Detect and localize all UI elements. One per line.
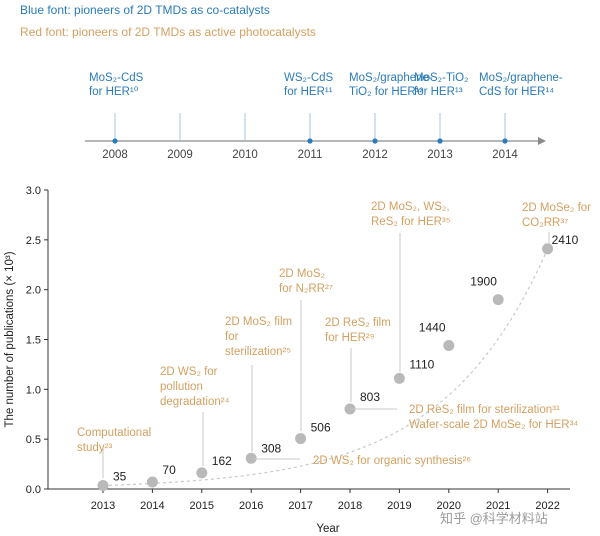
annotation-text: 2D MoS₂ film — [225, 316, 292, 328]
x-tick-label: 2014 — [140, 500, 164, 512]
annotation-text: 2D WS₂ for organic synthesis²⁶ — [313, 455, 471, 467]
y-tick-label: 2.5 — [26, 235, 41, 247]
annotation-text: Computational — [77, 427, 151, 439]
x-tick-label: 2015 — [190, 500, 214, 512]
data-value-label: 70 — [162, 463, 176, 477]
timeline-year-label: 2010 — [232, 149, 258, 161]
annotation-text: CO₂RR³⁷ — [522, 217, 568, 229]
data-point — [492, 294, 504, 306]
data-point — [542, 243, 554, 255]
data-value-label: 803 — [360, 390, 380, 404]
timeline-event-label: WS₂-CdS for HER¹¹ — [284, 72, 334, 98]
x-tick-label: 2013 — [91, 500, 115, 512]
publication-chart: 0.0 0.5 1.0 1.5 2.0 2.5 3.0 2013 2014 2015 2016 201… — [4, 185, 591, 535]
timeline-event-label: MoS₂/graphene- CdS for HER¹⁴ — [479, 72, 563, 98]
x-tick-label: 2022 — [535, 500, 559, 512]
data-value-label: 1440 — [419, 320, 446, 334]
annotation-text: Wafer-scale 2D MoSe₂ for HER³⁴ — [409, 419, 578, 431]
x-tick-label: 2019 — [387, 500, 411, 512]
data-value-label: 35 — [113, 470, 127, 484]
timeline-event-dot — [112, 138, 118, 144]
data-value-label: 308 — [261, 441, 281, 455]
timeline-arrowhead — [538, 137, 546, 145]
x-tick-label: 2016 — [239, 500, 263, 512]
data-point — [393, 372, 405, 384]
legend-blue: Blue font: pioneers of 2D TMDs as co-cat… — [20, 3, 270, 17]
x-axis-title: Year — [316, 523, 339, 535]
annotation-text: degradation²⁴ — [160, 396, 230, 408]
x-tick-label: 2018 — [338, 500, 362, 512]
annotation-text: 2D MoSe₂ for — [522, 202, 591, 214]
timeline: 2008 2009 2010 2011 2012 2013 2014 MoS₂-CdSfor … — [85, 72, 563, 161]
data-value-label: 506 — [311, 421, 331, 435]
timeline-event-label: MoS₂-TiO₂ for HER¹³ — [414, 72, 469, 98]
annotation-text: 2D ReS₂ film — [325, 317, 391, 329]
data-point — [245, 452, 257, 464]
annotation-text: for HER²⁹ — [325, 332, 375, 344]
data-value-label: 162 — [212, 454, 232, 468]
timeline-event-box: MoS₂/graphene-TiO₂ for HER¹² — [349, 72, 433, 98]
x-tick-label: 2020 — [437, 500, 461, 512]
watermark-text: 知乎 @科学材料站 — [440, 511, 548, 526]
timeline-year-label: 2014 — [492, 149, 518, 161]
data-value-label: 1110 — [409, 357, 434, 371]
timeline-year-label: 2011 — [298, 149, 323, 161]
y-tick-label: 3.0 — [26, 185, 41, 197]
data-point — [196, 467, 208, 479]
y-tick-label: 0.5 — [26, 434, 41, 446]
x-tick-label: 2017 — [288, 500, 312, 512]
data-point — [344, 403, 356, 415]
data-point — [295, 433, 307, 445]
y-axis-title: The number of publications (× 10³) — [4, 251, 16, 427]
legend-orange: Red font: pioneers of 2D TMDs as active … — [20, 25, 316, 39]
annotation-text: 2D MoS₂ — [279, 268, 325, 280]
data-value-label: 1900 — [470, 275, 497, 289]
data-point — [97, 480, 109, 492]
timeline-event-dot — [502, 138, 508, 144]
timeline-year-label: 2012 — [362, 149, 388, 161]
data-value-label: 2410 — [552, 233, 579, 247]
annotation-text: study²³ — [77, 442, 112, 454]
data-point — [146, 476, 158, 488]
timeline-event-label: MoS₂/graphene- TiO₂ for HER¹² — [349, 72, 433, 98]
annotation-text: 2D MoS₂, WS₂, — [371, 201, 450, 213]
timeline-year-label: 2013 — [427, 149, 453, 161]
annotation-text: for — [225, 331, 239, 343]
annotation-text: for N₂RR²⁷ — [279, 283, 333, 295]
timeline-year-label: 2008 — [102, 149, 128, 161]
timeline-event-label: MoS₂-CdS for HER¹⁰ — [89, 72, 144, 98]
timeline-event-dot — [307, 138, 313, 144]
x-tick-label: 2021 — [486, 500, 510, 512]
y-tick-label: 1.0 — [26, 384, 41, 396]
y-tick-label: 2.0 — [26, 285, 41, 297]
y-tick-label: 0.0 — [26, 484, 41, 496]
annotation-text: 2D ReS₂ film for sterilization³¹ — [409, 404, 560, 416]
timeline-event-box: MoS₂/graphene-CdS for HER¹⁴ — [479, 72, 563, 98]
annotation-text: pollution — [160, 381, 203, 393]
timeline-event-dot — [437, 138, 443, 144]
timeline-year-label: 2009 — [167, 149, 193, 161]
annotation-text: ReS₂ for HER³⁵ — [371, 216, 451, 228]
data-point — [443, 339, 455, 351]
annotation-text: 2D WS₂ for — [160, 366, 218, 378]
timeline-event-dot — [372, 138, 378, 144]
annotation-text: sterilization²⁵ — [225, 346, 291, 358]
y-tick-label: 1.5 — [26, 335, 41, 347]
trend-line — [102, 248, 549, 487]
